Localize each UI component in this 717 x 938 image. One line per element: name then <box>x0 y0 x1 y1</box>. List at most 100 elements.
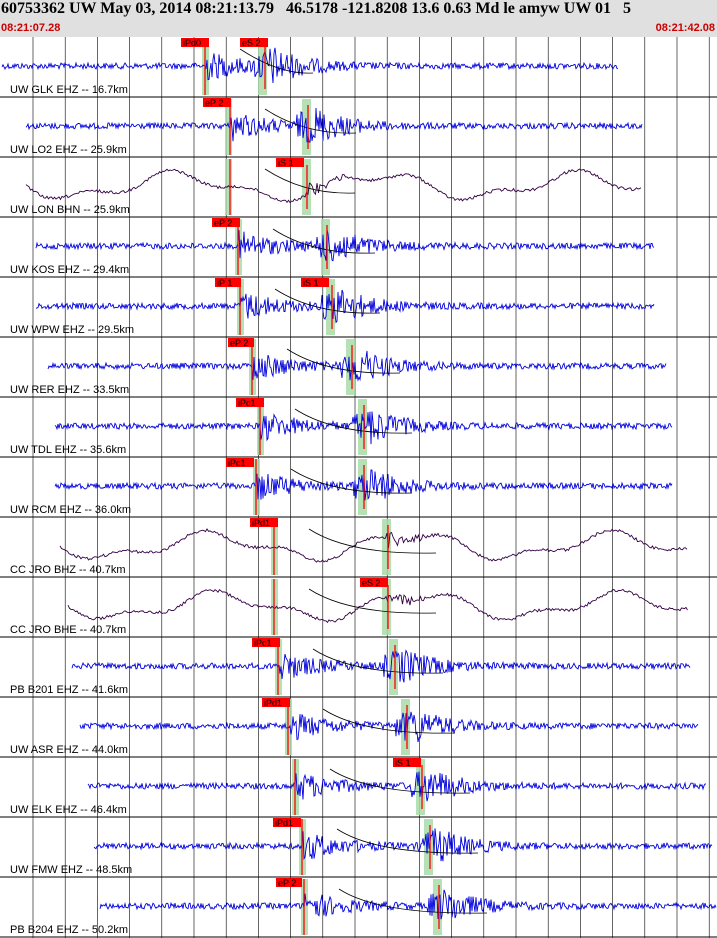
channel-row[interactable]: iPd1 UW FMW EHZ -- 48.5km <box>0 818 717 878</box>
channel-row[interactable]: iPd1 CC JRO BHZ -- 40.7km <box>0 518 717 578</box>
s-window-band <box>326 279 335 335</box>
pick-label-box[interactable]: iPc1 <box>226 458 254 468</box>
pick-label-box[interactable]: iS 1 <box>301 278 329 288</box>
pick-label: iP 1 <box>217 278 232 288</box>
channel-row[interactable]: eP 2 UW LO2 EHZ -- 25.9km <box>0 98 717 158</box>
channel-row[interactable]: eP 2 UW KOS EHZ -- 29.4km <box>0 218 717 278</box>
s-window-band <box>382 579 391 635</box>
coda-curve <box>239 48 314 74</box>
channel-row[interactable]: iS 1 UW LON BHN -- 25.9km <box>0 158 717 218</box>
channel-row[interactable]: iPc1 UW RCM EHZ -- 36.0km <box>0 458 717 518</box>
pick-label-box[interactable]: eP 2 <box>228 338 254 348</box>
s-window-band <box>346 339 355 395</box>
pick-label: iPd1 <box>264 698 282 708</box>
channel-row[interactable]: iPc1 UW TDL EHZ -- 35.6km <box>0 398 717 458</box>
pick-label-box[interactable]: iPd1 <box>250 518 278 528</box>
pick-box-bg <box>393 758 421 767</box>
channel-row[interactable]: iPd0 eS 2 UW GLK EHZ -- 16.7km <box>0 38 717 98</box>
pick-box-bg <box>301 278 329 287</box>
waveform-trace <box>99 889 717 920</box>
end-time: 08:21:42.08 <box>655 22 715 34</box>
pick-label-box[interactable]: iS 1 <box>276 158 304 168</box>
channel-row[interactable]: iPd1 UW ASR EHZ -- 44.0km <box>0 698 717 758</box>
pick-label: iPd0 <box>183 38 201 48</box>
pick-box-bg <box>262 698 290 707</box>
time-grid <box>32 37 710 938</box>
pick-label-box[interactable]: iPc1 <box>252 638 280 648</box>
pick-box-bg <box>276 878 302 887</box>
pick-label: eS 2 <box>242 38 261 48</box>
waveform-trace <box>71 649 691 683</box>
coda-curve <box>290 468 413 494</box>
station-label: PB B204 EHZ -- 50.2km <box>10 924 128 936</box>
s-window-band <box>389 639 398 695</box>
station-label: UW GLK EHZ -- 16.7km <box>10 84 128 96</box>
pick-label: iPd1 <box>275 818 293 828</box>
pick-label: eP 2 <box>230 338 248 348</box>
pick-label: iPc1 <box>238 398 256 408</box>
coda-curve <box>286 348 401 374</box>
pick-label: eP 2 <box>214 218 232 228</box>
pick-box-bg <box>250 518 278 527</box>
waveform-trace <box>47 350 667 382</box>
channel-row[interactable]: eS 2 CC JRO BHE -- 40.7km <box>0 578 717 638</box>
pick-label-box[interactable]: iPc1 <box>236 398 264 408</box>
coda-curve <box>312 648 444 674</box>
pick-label-box[interactable]: iPd1 <box>273 818 301 828</box>
p-window-band <box>225 99 232 155</box>
coda-curve <box>272 228 376 254</box>
pick-label: iPc1 <box>228 458 246 468</box>
p-window-band <box>225 159 232 215</box>
pick-box-bg <box>276 158 304 167</box>
pick-label-box[interactable]: eS 2 <box>240 38 268 48</box>
pick-box-bg <box>252 638 280 647</box>
pick-box-bg <box>226 458 254 467</box>
pick-label: eS 2 <box>362 578 381 588</box>
pick-label-box[interactable]: eS 2 <box>360 578 388 588</box>
station-label: PB B201 EHZ -- 41.6km <box>10 684 128 696</box>
pick-label-box[interactable]: iS 1 <box>393 758 421 768</box>
waveform-trace <box>35 229 655 262</box>
pick-box-bg <box>240 38 268 47</box>
station-label: UW TDL EHZ -- 35.6km <box>10 444 126 456</box>
channel-row[interactable]: eP 2 PB B204 EHZ -- 50.2km <box>0 878 717 938</box>
pick-label-box[interactable]: iP 1 <box>215 278 241 288</box>
pick-label: iS 1 <box>395 758 411 768</box>
station-label: UW ELK EHZ -- 46.4km <box>10 804 127 816</box>
pick-label: iS 1 <box>303 278 319 288</box>
station-label: UW LON BHN -- 25.9km <box>10 204 130 216</box>
waveform-trace <box>1 47 618 84</box>
station-label: UW ASR EHZ -- 44.0km <box>10 744 128 756</box>
station-label: UW RER EHZ -- 33.5km <box>10 384 129 396</box>
start-time: 08:21:07.28 <box>1 22 61 34</box>
coda-curve <box>294 408 413 434</box>
coda-curve <box>308 528 437 554</box>
pick-box-bg <box>215 278 241 287</box>
pick-label-box[interactable]: iPd1 <box>262 698 290 708</box>
pick-label-box[interactable]: eP 2 <box>203 98 231 108</box>
s-window-band <box>382 519 391 575</box>
pick-label-box[interactable]: iPd0 <box>181 38 209 48</box>
station-label: UW KOS EHZ -- 29.4km <box>10 264 129 276</box>
pick-box-bg <box>236 398 264 407</box>
channel-row[interactable]: iPc1 PB B201 EHZ -- 41.6km <box>0 638 717 698</box>
pick-box-bg <box>360 578 388 587</box>
station-label: UW WPW EHZ -- 29.5km <box>10 324 134 336</box>
channel-row[interactable]: eP 2 UW RER EHZ -- 33.5km <box>0 338 717 398</box>
pick-label-box[interactable]: eP 2 <box>276 878 302 888</box>
pick-label: iPc1 <box>254 638 272 648</box>
waveform-trace <box>25 107 643 143</box>
channel-row[interactable]: iP 1 iS 1 UW WPW EHZ -- 29.5km <box>0 278 717 338</box>
station-label: CC JRO BHZ -- 40.7km <box>10 564 126 576</box>
pick-label: iS 1 <box>278 158 294 168</box>
pick-label: iPd1 <box>252 518 270 528</box>
coda-curve <box>336 828 479 854</box>
pick-label-box[interactable]: eP 2 <box>212 218 240 228</box>
waveform-trace <box>79 711 699 743</box>
pick-box-bg <box>273 818 301 827</box>
channel-row[interactable]: iS 1 UW ELK EHZ -- 46.4km <box>0 758 717 818</box>
coda-curve <box>338 888 488 914</box>
waveform-trace <box>25 168 642 204</box>
pick-label: eP 2 <box>205 98 223 108</box>
waveform-trace <box>35 289 655 324</box>
